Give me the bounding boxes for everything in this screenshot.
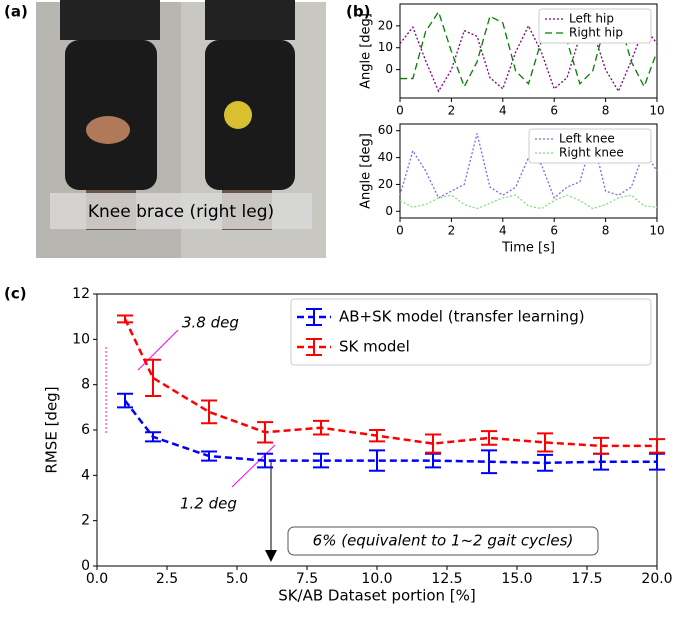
error-bar bbox=[425, 452, 441, 469]
x-tick-label: 4 bbox=[499, 224, 507, 238]
x-tick-label: 10 bbox=[649, 104, 664, 118]
error-bar bbox=[481, 430, 497, 446]
y-tick-label: 40 bbox=[378, 150, 393, 164]
y-axis-label: Angle [deg] bbox=[359, 133, 374, 209]
x-axis-label: SK/AB Dataset portion [%] bbox=[278, 587, 476, 605]
y-tick-label: 0 bbox=[81, 558, 90, 574]
x-tick-label: 2 bbox=[448, 224, 456, 238]
error-bar bbox=[257, 452, 273, 469]
error-bar bbox=[537, 453, 553, 472]
error-bar bbox=[481, 449, 497, 475]
panel-label: (b) bbox=[346, 3, 370, 21]
legend-label: Left knee bbox=[559, 132, 615, 146]
error-bar bbox=[145, 431, 161, 443]
photo-caption: Knee brace (right leg) bbox=[88, 202, 274, 222]
x-tick-label: 8 bbox=[602, 104, 610, 118]
error-bar bbox=[593, 452, 609, 471]
error-bar bbox=[425, 433, 441, 454]
y-axis-label: RMSE [deg] bbox=[43, 386, 61, 473]
annotation: 6% (equivalent to 1~2 gait cycles) bbox=[313, 532, 574, 550]
y-tick-label: 0 bbox=[385, 204, 393, 218]
chart: 0.0 2.5 5.0 7.5 10.0 12.5 15.0 17.5 20.0 0 2 4 6 8 10 1… bbox=[43, 286, 673, 605]
legend-swatch bbox=[306, 308, 322, 326]
error-bar bbox=[369, 449, 385, 472]
legend-label: Right hip bbox=[569, 26, 623, 40]
panel-label: (c) bbox=[4, 285, 27, 303]
error-bar bbox=[201, 399, 217, 425]
error-bar bbox=[593, 436, 609, 455]
y-tick-label: 10 bbox=[72, 331, 90, 347]
y-axis-label: Angle [deg] bbox=[359, 13, 374, 89]
plot-frame bbox=[399, 3, 658, 99]
y-tick-label: 20 bbox=[378, 18, 393, 32]
photo bbox=[36, 0, 326, 258]
series-line bbox=[399, 133, 658, 199]
error-bar bbox=[257, 421, 273, 444]
error-bar bbox=[145, 358, 161, 397]
error-bar bbox=[313, 419, 329, 436]
x-tick-label: 6 bbox=[550, 224, 558, 238]
y-tick-label: 12 bbox=[72, 286, 90, 302]
y-tick-label: 60 bbox=[378, 123, 393, 137]
arrow-head bbox=[265, 550, 277, 562]
x-axis-label: Time [s] bbox=[501, 241, 555, 256]
error-bar bbox=[313, 452, 329, 469]
error-bar bbox=[117, 392, 133, 409]
legend-box bbox=[290, 298, 652, 366]
y-tick-label: 10 bbox=[378, 40, 393, 54]
legend-label: Right knee bbox=[559, 146, 624, 160]
x-tick-label: 2 bbox=[448, 104, 456, 118]
error-bar bbox=[201, 450, 217, 462]
y-tick-label: 20 bbox=[378, 177, 393, 191]
annotation-line bbox=[137, 329, 179, 371]
x-tick-label: 12.5 bbox=[431, 571, 462, 587]
x-tick-label: 17.5 bbox=[571, 571, 602, 587]
x-tick-label: 7.5 bbox=[296, 571, 318, 587]
legend-label: SK model bbox=[339, 338, 410, 356]
x-tick-label: 15.0 bbox=[501, 571, 532, 587]
x-tick-label: 4 bbox=[499, 104, 507, 118]
error-bar bbox=[537, 432, 553, 453]
chart: 0 2 4 6 8 10 0 20 40 60 Time [s] Angle [deg] Left kn… bbox=[359, 123, 665, 255]
y-tick-label: 4 bbox=[81, 467, 90, 483]
error-bar bbox=[369, 429, 385, 443]
x-tick-label: 8 bbox=[602, 224, 610, 238]
y-tick-label: 0 bbox=[385, 62, 393, 76]
legend-box bbox=[538, 8, 652, 44]
y-tick-label: 6 bbox=[81, 422, 90, 438]
annotation: 3.8 deg bbox=[182, 314, 239, 332]
legend-swatch bbox=[306, 338, 322, 356]
x-tick-label: 10 bbox=[649, 224, 664, 238]
x-tick-label: 6 bbox=[550, 104, 558, 118]
y-tick-label: 8 bbox=[81, 377, 90, 393]
x-tick-label: 10.0 bbox=[361, 571, 392, 587]
x-tick-label: 0 bbox=[396, 224, 404, 238]
error-bar bbox=[117, 314, 133, 324]
series-line bbox=[399, 194, 658, 210]
x-tick-label: 0.0 bbox=[86, 571, 108, 587]
error-bar bbox=[649, 438, 665, 454]
x-tick-label: 2.5 bbox=[156, 571, 178, 587]
error-bar bbox=[649, 452, 665, 471]
legend-label: AB+SK model (transfer learning) bbox=[339, 308, 585, 326]
x-tick-label: 20.0 bbox=[641, 571, 672, 587]
annotation-box bbox=[287, 526, 599, 556]
y-tick-label: 2 bbox=[81, 513, 90, 529]
x-tick-label: 5.0 bbox=[226, 571, 248, 587]
legend-box bbox=[528, 128, 652, 164]
x-tick-label: 0 bbox=[396, 104, 404, 118]
annotation: 1.2 deg bbox=[180, 495, 237, 513]
legend-label: Left hip bbox=[569, 12, 614, 26]
panel-label: (a) bbox=[4, 3, 28, 21]
annotation-line bbox=[231, 444, 276, 488]
